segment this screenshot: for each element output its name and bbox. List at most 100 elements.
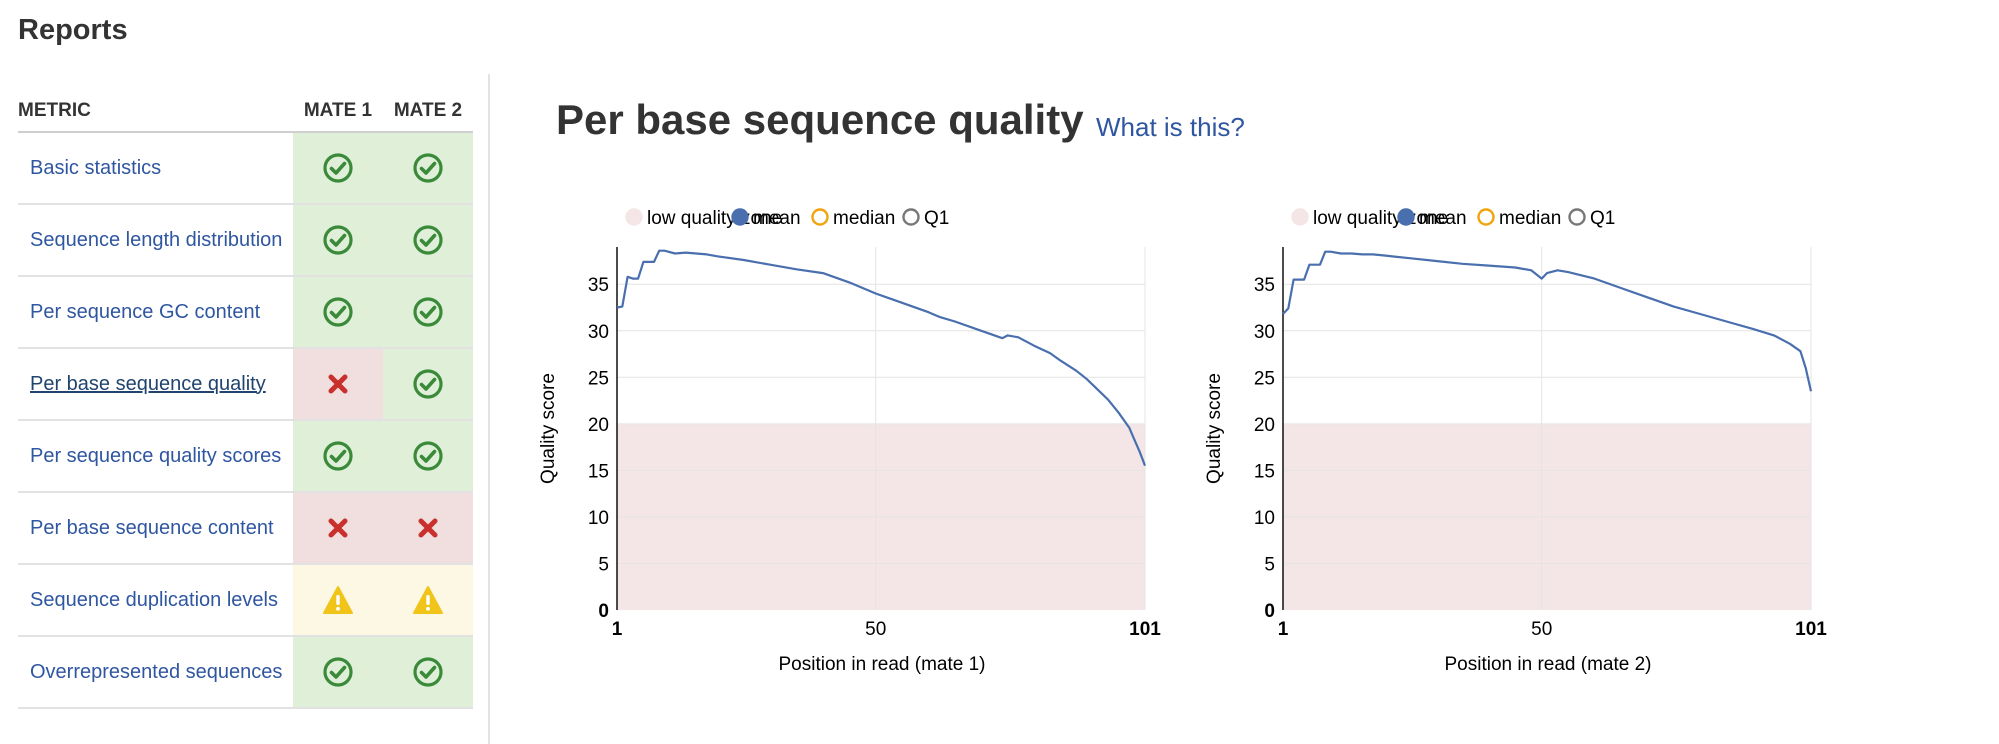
metrics-table-header: METRIC MATE 1 MATE 2: [18, 90, 473, 133]
status-mate-2: [383, 348, 473, 421]
legend-label: mean: [753, 208, 801, 229]
legend-marker: [811, 208, 829, 226]
legend-marker: [1477, 208, 1495, 226]
legend-label: low quality zone: [1313, 208, 1448, 229]
series-line-mean: [1282, 250, 1813, 392]
check-circle-icon: [413, 297, 443, 327]
metric-link[interactable]: Per base sequence quality: [30, 372, 266, 395]
status-mate-2: [383, 564, 473, 637]
vertical-divider: [488, 74, 490, 744]
status-mate-2: [383, 132, 473, 205]
y-axis-label: Quality score: [538, 373, 559, 484]
status-mate-2: [383, 204, 473, 277]
table-row[interactable]: Sequence length distribution: [18, 204, 473, 277]
legend-item: median: [1477, 208, 1561, 229]
status-mate-1: [293, 276, 383, 349]
table-row[interactable]: Sequence duplication levels: [18, 564, 473, 637]
metric-name-cell[interactable]: Sequence duplication levels: [18, 564, 293, 637]
y-tick-label: 35: [588, 275, 609, 296]
legend-label: median: [833, 208, 895, 229]
metric-name-cell[interactable]: Per sequence GC content: [18, 276, 293, 349]
metric-link[interactable]: Per base sequence content: [30, 516, 274, 539]
metric-name-cell[interactable]: Per base sequence content: [18, 492, 293, 565]
x-tick-label: 50: [865, 619, 886, 640]
x-tick-label: 1: [1278, 619, 1289, 640]
metrics-table: METRIC MATE 1 MATE 2 Basic statistics Seq…: [18, 90, 473, 709]
status-mate-2: [383, 276, 473, 349]
metric-link[interactable]: Per sequence GC content: [30, 300, 261, 323]
y-axis-label: Quality score: [1204, 373, 1225, 484]
warning-triangle-icon: [323, 586, 353, 614]
y-tick-label: 30: [588, 322, 609, 343]
metric-link[interactable]: Overrepresented sequences: [30, 660, 283, 683]
legend-marker: [731, 208, 749, 226]
y-tick-label: 10: [1254, 508, 1275, 529]
cross-icon: [328, 374, 348, 394]
legend-label: Q1: [1590, 208, 1615, 229]
header-mate-2: MATE 2: [383, 90, 473, 133]
page-title: Reports: [18, 14, 128, 46]
y-tick-label: 15: [588, 461, 609, 482]
legend-marker: [625, 208, 643, 226]
legend-item: Q1: [902, 208, 949, 229]
table-row[interactable]: Per sequence GC content: [18, 276, 473, 349]
quality-chart-mate-2: low quality zone mean median Q1 0 5 10 15 20 25 30…: [1180, 190, 1840, 710]
status-mate-1: [293, 492, 383, 565]
check-circle-icon: [323, 657, 353, 687]
legend-marker: [902, 208, 920, 226]
check-circle-icon: [413, 657, 443, 687]
table-row[interactable]: Overrepresented sequences: [18, 636, 473, 709]
status-mate-2: [383, 636, 473, 709]
legend-marker: [1568, 208, 1586, 226]
legend-item: mean: [1397, 208, 1467, 229]
y-tick-label: 25: [1254, 368, 1275, 389]
status-mate-1: [293, 348, 383, 421]
legend-item: mean: [731, 208, 801, 229]
metric-name-cell[interactable]: Sequence length distribution: [18, 204, 293, 277]
section-title: Per base sequence quality: [556, 96, 1084, 143]
y-tick-label: 5: [1264, 554, 1275, 575]
table-row[interactable]: Per base sequence quality: [18, 348, 473, 421]
metric-name-cell[interactable]: Basic statistics: [18, 132, 293, 205]
legend-label: Q1: [924, 208, 949, 229]
legend-item: Q1: [1568, 208, 1615, 229]
legend-label: median: [1499, 208, 1561, 229]
y-tick-label: 10: [588, 508, 609, 529]
metric-name-cell[interactable]: Per base sequence quality: [18, 348, 293, 421]
status-mate-1: [293, 564, 383, 637]
legend-label: mean: [1419, 208, 1467, 229]
table-row[interactable]: Per base sequence content: [18, 492, 473, 565]
metric-name-cell[interactable]: Overrepresented sequences: [18, 636, 293, 709]
x-tick-label: 1: [612, 619, 623, 640]
table-row[interactable]: Per sequence quality scores: [18, 420, 473, 493]
y-tick-label: 0: [598, 601, 609, 622]
x-tick-label: 101: [1129, 619, 1161, 640]
check-circle-icon: [413, 441, 443, 471]
y-tick-label: 25: [588, 368, 609, 389]
metric-link[interactable]: Sequence length distribution: [30, 228, 283, 251]
cross-icon: [328, 518, 348, 538]
check-circle-icon: [323, 225, 353, 255]
check-circle-icon: [413, 153, 443, 183]
what-is-this-link[interactable]: What is this?: [1096, 112, 1245, 142]
cross-icon: [418, 518, 438, 538]
y-tick-label: 20: [588, 415, 609, 436]
legend-marker: [1397, 208, 1415, 226]
metric-link[interactable]: Per sequence quality scores: [30, 444, 282, 467]
legend-marker: [1291, 208, 1309, 226]
legend-item: median: [811, 208, 895, 229]
metric-name-cell[interactable]: Per sequence quality scores: [18, 420, 293, 493]
legend-label: low quality zone: [647, 208, 782, 229]
legend-item: low quality zone: [625, 208, 782, 229]
x-axis-label: Position in read (mate 2): [1445, 654, 1652, 675]
x-tick-label: 101: [1795, 619, 1827, 640]
metrics-table-body: Basic statistics Sequence length distribu…: [18, 132, 473, 709]
status-mate-2: [383, 420, 473, 493]
status-mate-1: [293, 420, 383, 493]
y-tick-label: 5: [598, 554, 609, 575]
check-circle-icon: [323, 441, 353, 471]
status-mate-2: [383, 492, 473, 565]
table-row[interactable]: Basic statistics: [18, 132, 473, 205]
metric-link[interactable]: Basic statistics: [30, 156, 162, 179]
metric-link[interactable]: Sequence duplication levels: [30, 588, 278, 611]
